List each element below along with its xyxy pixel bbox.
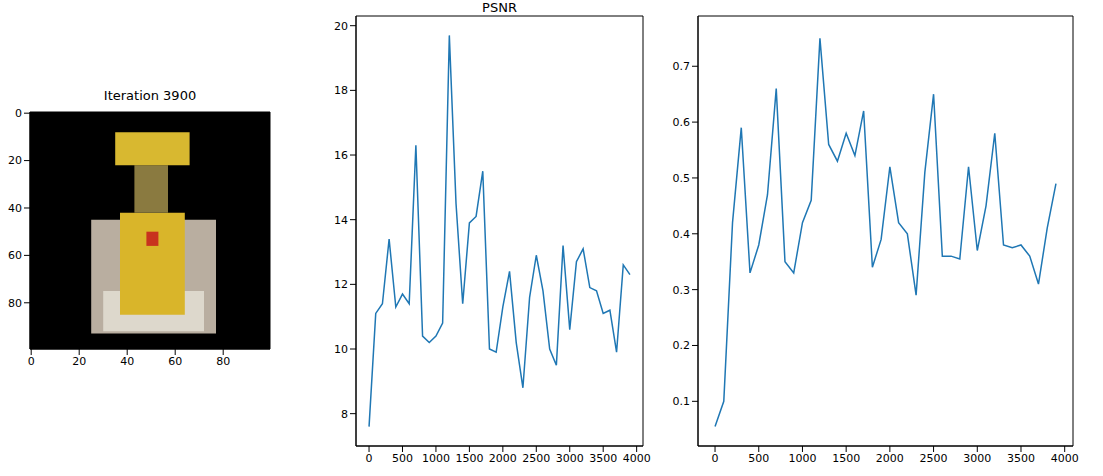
svg-text:0.6: 0.6	[673, 116, 691, 129]
svg-text:2000: 2000	[489, 452, 517, 465]
svg-text:20: 20	[72, 355, 86, 368]
svg-text:10: 10	[334, 343, 348, 356]
svg-text:14: 14	[334, 214, 348, 227]
svg-text:20: 20	[8, 154, 22, 167]
svg-text:80: 80	[8, 297, 22, 310]
svg-text:3500: 3500	[589, 452, 617, 465]
svg-text:2500: 2500	[522, 452, 550, 465]
svg-text:0: 0	[15, 108, 22, 120]
svg-text:0.7: 0.7	[673, 60, 691, 73]
svg-text:0.4: 0.4	[673, 228, 691, 241]
svg-text:0: 0	[712, 452, 719, 465]
svg-text:8: 8	[341, 408, 348, 421]
svg-text:3500: 3500	[1007, 452, 1035, 465]
svg-text:1500: 1500	[455, 452, 483, 465]
svg-text:3000: 3000	[963, 452, 991, 465]
svg-text:2500: 2500	[920, 452, 948, 465]
svg-text:0: 0	[366, 452, 373, 465]
svg-text:500: 500	[392, 452, 413, 465]
svg-text:16: 16	[334, 149, 348, 162]
svg-text:40: 40	[120, 355, 134, 368]
svg-text:20: 20	[334, 20, 348, 33]
svg-text:4000: 4000	[1051, 452, 1079, 465]
svg-text:0: 0	[28, 355, 35, 368]
svg-text:1000: 1000	[422, 452, 450, 465]
svg-text:0.1: 0.1	[673, 395, 691, 408]
svg-text:60: 60	[168, 355, 182, 368]
svg-text:40: 40	[8, 202, 22, 215]
html-text:PSNR: PSNR	[482, 0, 517, 15]
svg-text:1000: 1000	[788, 452, 816, 465]
html-text:Iteration 3900: Iteration 3900	[103, 88, 197, 103]
svg-text:12: 12	[334, 278, 348, 291]
svg-text:18: 18	[334, 84, 348, 97]
svg-text:1500: 1500	[832, 452, 860, 465]
svg-text:60: 60	[8, 249, 22, 262]
svg-text:0.2: 0.2	[673, 339, 691, 352]
svg-text:3000: 3000	[556, 452, 584, 465]
svg-text:80: 80	[216, 355, 230, 368]
svg-text:2000: 2000	[876, 452, 904, 465]
svg-text:4000: 4000	[623, 452, 651, 465]
svg-text:500: 500	[748, 452, 769, 465]
svg-text:0.5: 0.5	[673, 172, 691, 185]
svg-text:0.3: 0.3	[673, 284, 691, 297]
